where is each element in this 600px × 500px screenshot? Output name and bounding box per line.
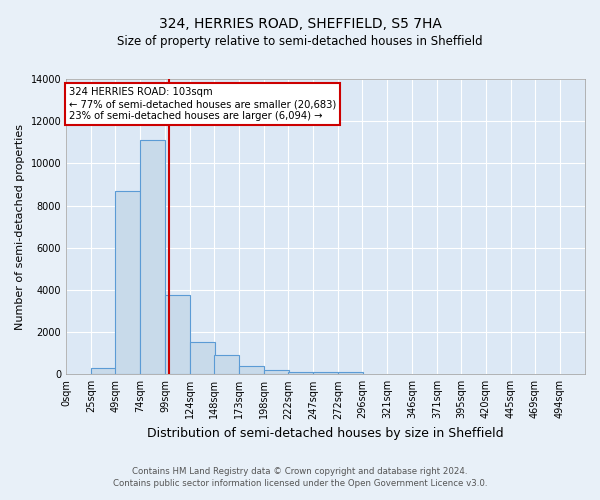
X-axis label: Distribution of semi-detached houses by size in Sheffield: Distribution of semi-detached houses by … [147, 427, 504, 440]
Bar [190, 342, 215, 374]
Text: Size of property relative to semi-detached houses in Sheffield: Size of property relative to semi-detach… [117, 35, 483, 48]
Bar [214, 356, 239, 374]
Bar [338, 372, 363, 374]
Bar [313, 372, 338, 374]
Text: 324, HERRIES ROAD, SHEFFIELD, S5 7HA: 324, HERRIES ROAD, SHEFFIELD, S5 7HA [158, 18, 442, 32]
Bar [288, 372, 313, 374]
Bar [140, 140, 165, 374]
Text: Contains HM Land Registry data © Crown copyright and database right 2024.: Contains HM Land Registry data © Crown c… [132, 467, 468, 476]
Bar [115, 191, 140, 374]
Bar [165, 295, 190, 374]
Text: Contains public sector information licensed under the Open Government Licence v3: Contains public sector information licen… [113, 478, 487, 488]
Bar [239, 366, 264, 374]
Text: 324 HERRIES ROAD: 103sqm
← 77% of semi-detached houses are smaller (20,683)
23% : 324 HERRIES ROAD: 103sqm ← 77% of semi-d… [69, 88, 337, 120]
Y-axis label: Number of semi-detached properties: Number of semi-detached properties [15, 124, 25, 330]
Bar [91, 368, 116, 374]
Bar [264, 370, 289, 374]
